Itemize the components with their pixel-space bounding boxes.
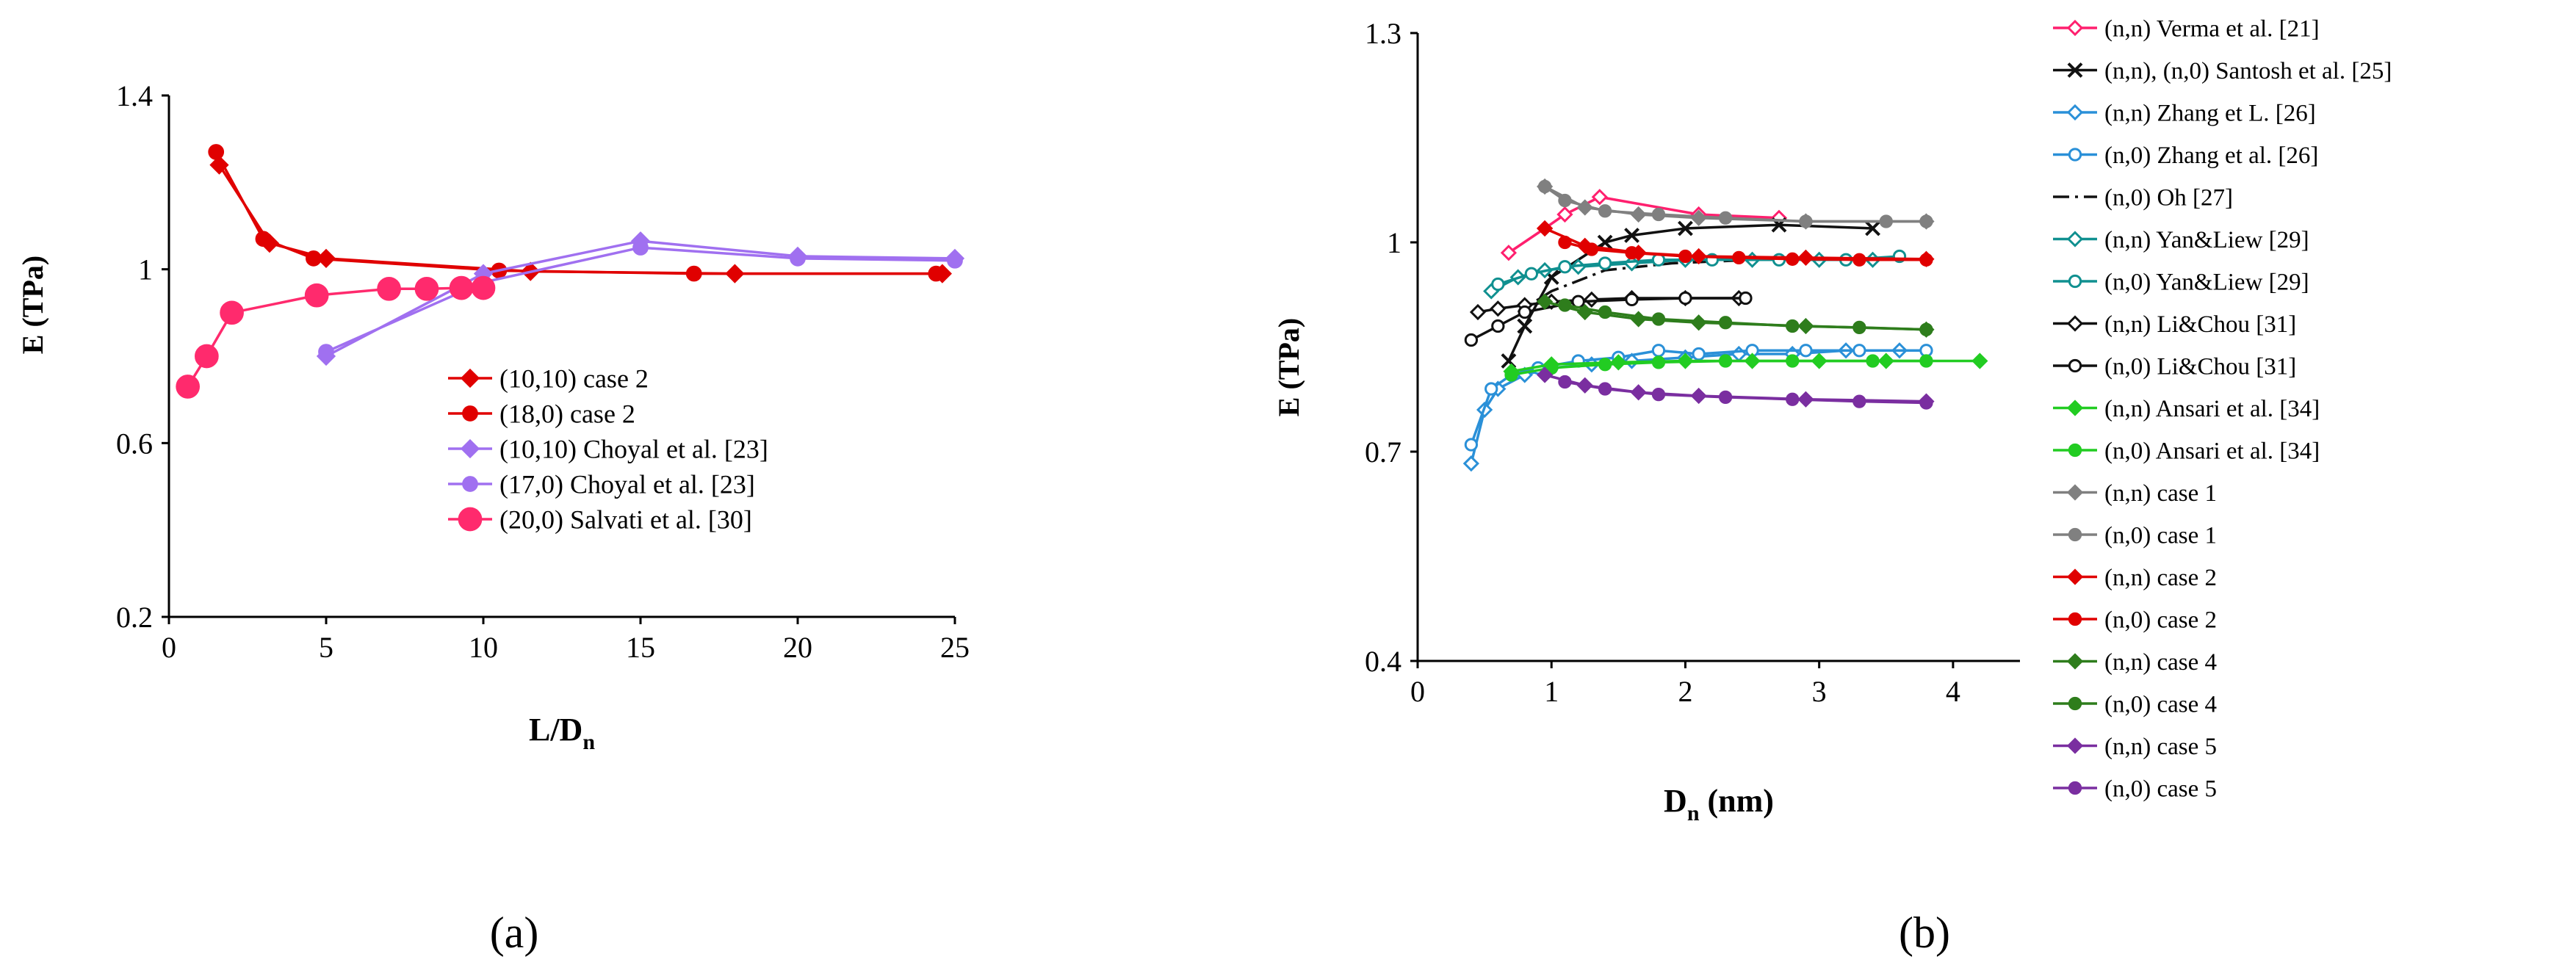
- legend-label: (20,0) Salvati et al. [30]: [499, 505, 752, 535]
- y-tick-label: 0.6: [116, 427, 153, 460]
- data-point-marker: [685, 265, 702, 282]
- x-tick-label: 25: [940, 631, 970, 664]
- data-point-marker: [220, 300, 244, 325]
- data-point-marker: [209, 155, 229, 175]
- data-point-marker: [306, 250, 322, 267]
- data-point-marker: [462, 405, 478, 422]
- legend-entry-2: (10,10) Choyal et al. [23]: [448, 435, 768, 464]
- y-tick-label: 0.2: [116, 601, 153, 634]
- data-point-marker: [304, 283, 329, 308]
- data-point-marker: [471, 275, 496, 300]
- series-3: [318, 239, 963, 360]
- x-tick-label: 10: [469, 631, 498, 664]
- data-point-marker: [458, 507, 483, 532]
- data-point-marker: [928, 265, 945, 282]
- data-point-marker: [414, 276, 439, 301]
- x-tick-label: 5: [319, 631, 333, 664]
- data-point-marker: [460, 368, 480, 388]
- data-point-marker: [318, 344, 334, 360]
- legend-entry-0: (10,10) case 2: [448, 364, 649, 394]
- legend-entry-1: (18,0) case 2: [448, 400, 635, 429]
- legend-label: (17,0) Choyal et al. [23]: [499, 470, 755, 499]
- legend-a: (10,10) case 2 (18,0) case 2 (10,10) Choya…: [448, 364, 768, 535]
- y-tick-label: 1: [138, 253, 153, 286]
- data-point-marker: [790, 250, 806, 267]
- data-point-marker: [947, 252, 963, 269]
- panel-label-a: (a): [490, 908, 539, 957]
- x-axis-label-a-sub: n: [582, 730, 595, 754]
- x-axis-label-a: L/Dn: [529, 712, 595, 754]
- legend-label: (18,0) case 2: [499, 400, 635, 429]
- series-line: [214, 151, 937, 275]
- legend-label: (10,10) case 2: [499, 364, 649, 394]
- legend-label: (10,10) Choyal et al. [23]: [499, 435, 768, 464]
- legend-entry-4: (20,0) Salvati et al. [30]: [448, 505, 752, 535]
- ticks-a: 0 5 10 15 20 25 0.2 0.6 1 1.4: [116, 79, 970, 664]
- x-tick-label: 0: [162, 631, 176, 664]
- data-point-marker: [449, 275, 474, 300]
- data-point-marker: [195, 344, 219, 369]
- data-point-marker: [462, 476, 478, 492]
- plot-area-a: [176, 144, 965, 399]
- y-axis-label-a: E (TPa): [16, 256, 49, 354]
- data-point-marker: [208, 144, 225, 160]
- x-tick-label: 20: [783, 631, 812, 664]
- data-point-marker: [377, 276, 401, 301]
- series-4: [176, 275, 496, 399]
- data-point-marker: [632, 239, 649, 256]
- legend-entry-3: (17,0) Choyal et al. [23]: [448, 470, 755, 499]
- data-point-marker: [255, 231, 272, 247]
- data-point-marker: [460, 438, 480, 459]
- x-tick-label: 15: [626, 631, 655, 664]
- axes-a: [167, 95, 955, 618]
- y-tick-label: 1.4: [116, 79, 153, 112]
- series-0: [209, 155, 953, 283]
- data-point-marker: [176, 375, 201, 399]
- x-axis-label-a-main: L/D: [529, 712, 582, 748]
